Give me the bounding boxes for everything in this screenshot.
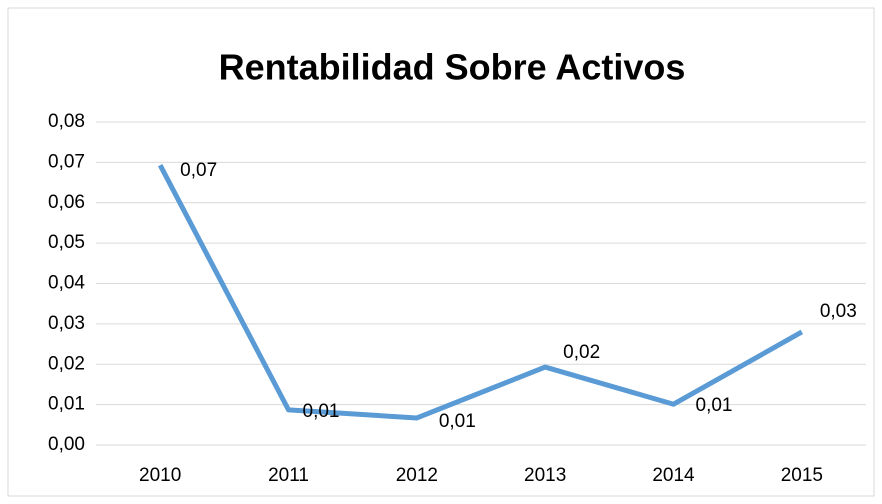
y-tick-label: 0,05 bbox=[48, 232, 85, 253]
data-label: 0,01 bbox=[439, 411, 476, 432]
chart-border bbox=[7, 7, 875, 497]
data-label: 0,01 bbox=[303, 401, 340, 422]
x-tick-label: 2015 bbox=[781, 465, 823, 486]
x-tick-label: 2014 bbox=[652, 465, 695, 486]
y-tick-label: 0,02 bbox=[48, 353, 85, 374]
x-tick-label: 2011 bbox=[268, 465, 309, 486]
x-tick-label: 2010 bbox=[139, 465, 181, 486]
data-label: 0,07 bbox=[180, 160, 217, 181]
data-label: 0,01 bbox=[696, 395, 733, 416]
x-tick-label: 2012 bbox=[396, 465, 438, 486]
y-tick-label: 0,08 bbox=[48, 111, 85, 132]
chart-title: Rentabilidad Sobre Activos bbox=[219, 47, 686, 88]
y-tick-label: 0,04 bbox=[48, 273, 85, 294]
data-label: 0,03 bbox=[820, 301, 857, 322]
y-tick-label: 0,01 bbox=[48, 394, 85, 415]
y-tick-label: 0,07 bbox=[48, 151, 85, 172]
y-tick-label: 0,06 bbox=[48, 192, 85, 213]
x-tick-label: 2013 bbox=[524, 465, 566, 486]
data-line bbox=[157, 164, 804, 421]
y-tick-label: 0,00 bbox=[48, 434, 85, 455]
data-label: 0,02 bbox=[563, 342, 600, 363]
y-tick-label: 0,03 bbox=[48, 313, 85, 334]
